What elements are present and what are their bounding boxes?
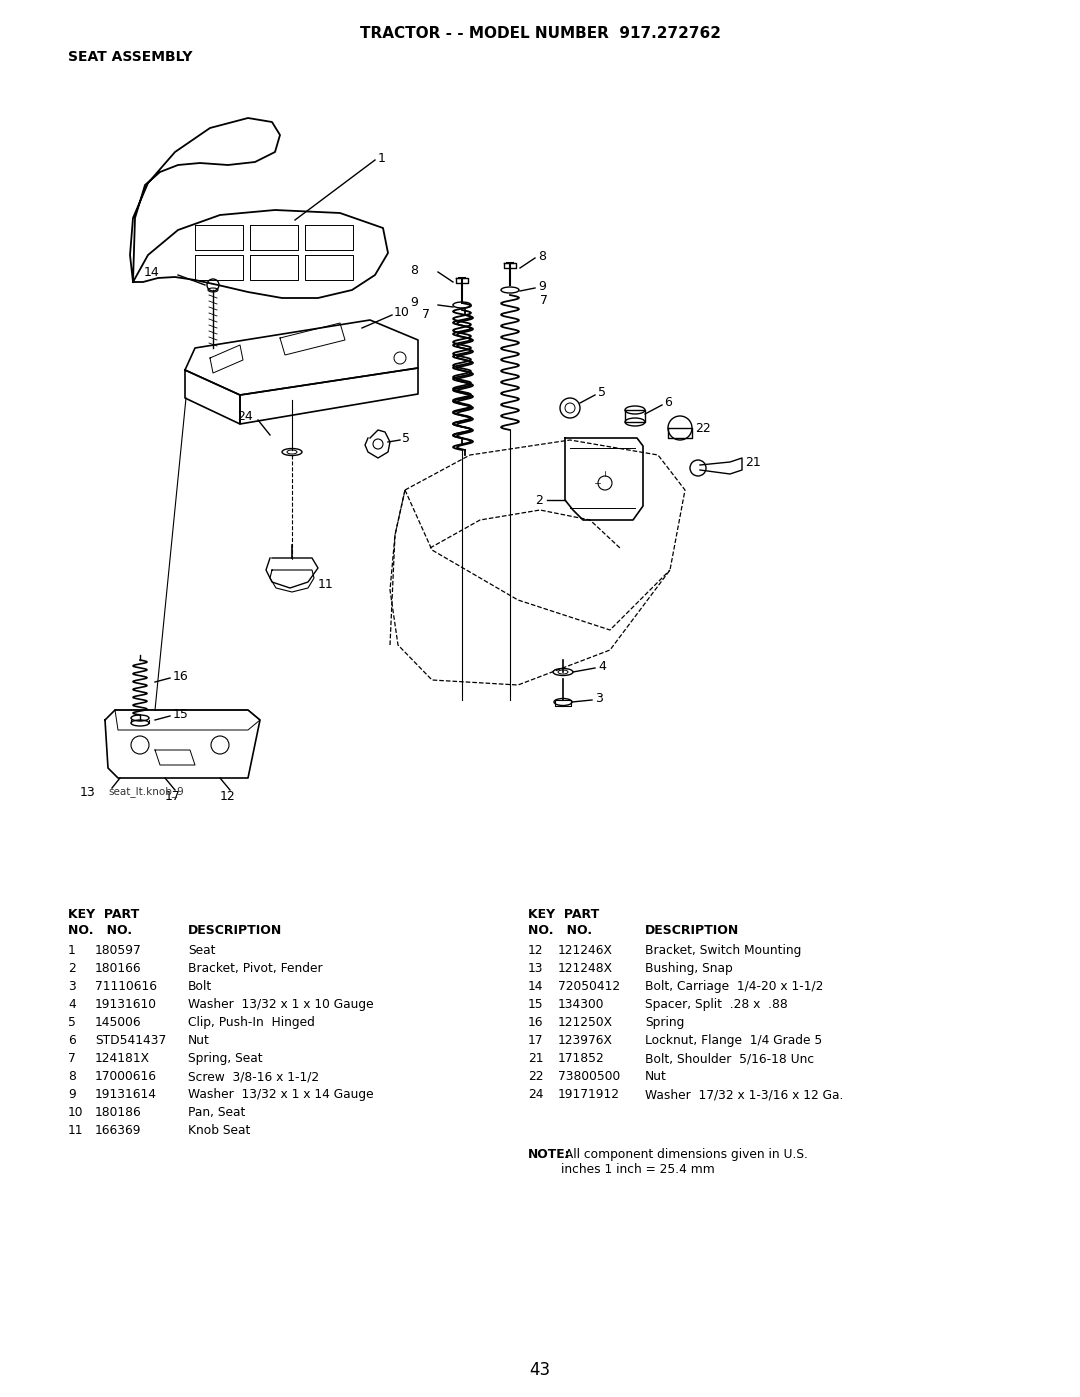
- Text: 15: 15: [173, 707, 189, 721]
- Text: 123976X: 123976X: [558, 1034, 612, 1046]
- Text: 11: 11: [318, 577, 334, 591]
- Text: 17: 17: [528, 1034, 543, 1046]
- Text: 17000616: 17000616: [95, 1070, 157, 1083]
- Text: 15: 15: [528, 997, 543, 1011]
- Text: 3: 3: [68, 981, 76, 993]
- Text: Washer  17/32 x 1-3/16 x 12 Ga.: Washer 17/32 x 1-3/16 x 12 Ga.: [645, 1088, 843, 1101]
- Text: 22: 22: [528, 1070, 543, 1083]
- Text: 1: 1: [378, 151, 386, 165]
- Text: 1: 1: [68, 944, 76, 957]
- Text: 24: 24: [237, 409, 253, 422]
- Text: STD541437: STD541437: [95, 1034, 166, 1046]
- Text: 43: 43: [529, 1361, 551, 1379]
- Text: 121250X: 121250X: [558, 1016, 613, 1030]
- Text: 9: 9: [538, 279, 545, 292]
- Text: 180186: 180186: [95, 1106, 141, 1119]
- Text: 124181X: 124181X: [95, 1052, 150, 1065]
- Text: 11: 11: [68, 1125, 83, 1137]
- Text: Locknut, Flange  1/4 Grade 5: Locknut, Flange 1/4 Grade 5: [645, 1034, 822, 1046]
- Text: 72050412: 72050412: [558, 981, 620, 993]
- Text: 166369: 166369: [95, 1125, 141, 1137]
- Text: 2: 2: [68, 963, 76, 975]
- Text: 5: 5: [68, 1016, 76, 1030]
- Text: Washer  13/32 x 1 x 14 Gauge: Washer 13/32 x 1 x 14 Gauge: [188, 1088, 374, 1101]
- Text: 12: 12: [528, 944, 543, 957]
- Text: 73800500: 73800500: [558, 1070, 620, 1083]
- Text: 19131614: 19131614: [95, 1088, 157, 1101]
- Text: 19171912: 19171912: [558, 1088, 620, 1101]
- Text: SEAT ASSEMBLY: SEAT ASSEMBLY: [68, 50, 192, 64]
- Text: 14: 14: [528, 981, 543, 993]
- Text: 17: 17: [165, 789, 180, 802]
- Text: KEY  PART: KEY PART: [68, 908, 139, 921]
- Text: Bracket, Pivot, Fender: Bracket, Pivot, Fender: [188, 963, 323, 975]
- Text: 7: 7: [68, 1052, 76, 1065]
- Text: Washer  13/32 x 1 x 10 Gauge: Washer 13/32 x 1 x 10 Gauge: [188, 997, 374, 1011]
- Text: 6: 6: [664, 397, 672, 409]
- Text: KEY  PART: KEY PART: [528, 908, 599, 921]
- Text: 21: 21: [528, 1052, 543, 1065]
- Text: Bolt, Shoulder  5/16-18 Unc: Bolt, Shoulder 5/16-18 Unc: [645, 1052, 814, 1065]
- Text: 171852: 171852: [558, 1052, 605, 1065]
- Text: 21: 21: [745, 455, 760, 468]
- Text: TRACTOR - - MODEL NUMBER  917.272762: TRACTOR - - MODEL NUMBER 917.272762: [360, 25, 720, 41]
- Text: 10: 10: [68, 1106, 83, 1119]
- Text: 24: 24: [528, 1088, 543, 1101]
- Text: 121246X: 121246X: [558, 944, 612, 957]
- Text: 8: 8: [538, 250, 546, 263]
- Text: 134300: 134300: [558, 997, 605, 1011]
- Text: 180166: 180166: [95, 963, 141, 975]
- Text: Seat: Seat: [188, 944, 216, 957]
- Text: 12: 12: [220, 789, 235, 802]
- Text: 8: 8: [68, 1070, 76, 1083]
- Text: 7: 7: [540, 293, 548, 306]
- Text: Bracket, Switch Mounting: Bracket, Switch Mounting: [645, 944, 801, 957]
- Text: NOTE:: NOTE:: [528, 1148, 570, 1161]
- Text: Bushing, Snap: Bushing, Snap: [645, 963, 732, 975]
- Text: Spring: Spring: [645, 1016, 685, 1030]
- Text: 180597: 180597: [95, 944, 141, 957]
- Text: 16: 16: [528, 1016, 543, 1030]
- Text: 6: 6: [68, 1034, 76, 1046]
- Text: Spring, Seat: Spring, Seat: [188, 1052, 262, 1065]
- Text: 9: 9: [410, 296, 418, 310]
- Text: 13: 13: [528, 963, 543, 975]
- Text: NO.   NO.: NO. NO.: [528, 923, 592, 937]
- Text: 71110616: 71110616: [95, 981, 157, 993]
- Text: Nut: Nut: [188, 1034, 210, 1046]
- Text: 121248X: 121248X: [558, 963, 613, 975]
- Text: NO.   NO.: NO. NO.: [68, 923, 132, 937]
- Text: 5: 5: [598, 387, 606, 400]
- Text: 7: 7: [422, 309, 430, 321]
- Text: 22: 22: [696, 422, 711, 434]
- Text: 13: 13: [79, 785, 95, 799]
- Text: Pan, Seat: Pan, Seat: [188, 1106, 245, 1119]
- Text: 3: 3: [595, 692, 603, 704]
- Text: Nut: Nut: [645, 1070, 666, 1083]
- Text: 9: 9: [68, 1088, 76, 1101]
- Text: 5: 5: [402, 432, 410, 444]
- Text: 19131610: 19131610: [95, 997, 157, 1011]
- Text: Bolt: Bolt: [188, 981, 213, 993]
- Text: 14: 14: [144, 265, 160, 278]
- Text: Spacer, Split  .28 x  .88: Spacer, Split .28 x .88: [645, 997, 787, 1011]
- Text: DESCRIPTION: DESCRIPTION: [645, 923, 739, 937]
- Text: 145006: 145006: [95, 1016, 141, 1030]
- Text: Screw  3/8-16 x 1-1/2: Screw 3/8-16 x 1-1/2: [188, 1070, 319, 1083]
- Text: 16: 16: [173, 669, 189, 683]
- Text: 4: 4: [68, 997, 76, 1011]
- Text: seat_lt.knob_9: seat_lt.knob_9: [108, 787, 184, 798]
- Text: Knob Seat: Knob Seat: [188, 1125, 251, 1137]
- Text: 4: 4: [598, 659, 606, 672]
- Text: Clip, Push-In  Hinged: Clip, Push-In Hinged: [188, 1016, 315, 1030]
- Text: DESCRIPTION: DESCRIPTION: [188, 923, 282, 937]
- Text: Bolt, Carriage  1/4-20 x 1-1/2: Bolt, Carriage 1/4-20 x 1-1/2: [645, 981, 823, 993]
- Text: 10: 10: [394, 306, 410, 320]
- Text: All component dimensions given in U.S.
inches 1 inch = 25.4 mm: All component dimensions given in U.S. i…: [561, 1148, 808, 1176]
- Text: 2: 2: [535, 493, 543, 507]
- Text: 8: 8: [410, 264, 418, 277]
